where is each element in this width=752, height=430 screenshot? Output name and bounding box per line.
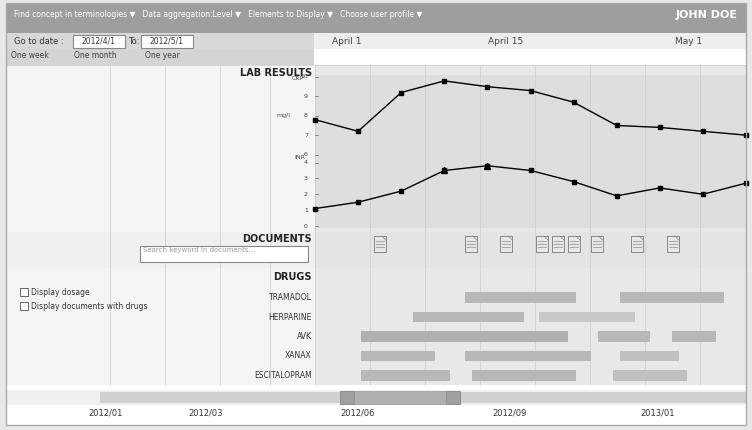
Bar [413, 312, 524, 322]
Text: April 15: April 15 [488, 37, 523, 46]
Bar [315, 75, 746, 228]
Bar [361, 350, 435, 361]
Text: Go to date :: Go to date : [14, 37, 64, 46]
Bar [500, 236, 512, 252]
Text: CRP: CRP [292, 76, 304, 81]
Text: 4: 4 [304, 160, 308, 165]
Text: One week: One week [11, 51, 49, 60]
Bar [590, 236, 602, 252]
Bar [465, 350, 590, 361]
Text: JOHN DOE: JOHN DOE [676, 10, 738, 20]
Bar [315, 270, 746, 385]
Bar [340, 391, 354, 404]
Bar [568, 236, 580, 252]
Bar [472, 370, 576, 381]
Bar [6, 390, 746, 405]
Bar [140, 246, 308, 262]
Text: Display documents with drugs: Display documents with drugs [31, 302, 147, 311]
Bar [340, 391, 460, 404]
Bar [314, 33, 746, 49]
Bar [315, 65, 746, 385]
Bar [672, 331, 717, 342]
Text: 2012/09: 2012/09 [492, 408, 526, 417]
Text: mg/l: mg/l [276, 113, 290, 118]
Text: Search keyword in documents...: Search keyword in documents... [143, 247, 255, 253]
Bar [20, 302, 28, 310]
Bar [6, 3, 746, 33]
Bar [613, 370, 687, 381]
Bar [141, 35, 193, 48]
Bar [465, 292, 576, 303]
Text: LAB RESULTS: LAB RESULTS [240, 68, 312, 78]
Bar [620, 350, 679, 361]
Bar [6, 33, 314, 65]
Text: To:: To: [128, 37, 140, 46]
Text: 2012/5/1: 2012/5/1 [150, 37, 184, 46]
Text: 10: 10 [300, 74, 308, 80]
Text: 2013/01: 2013/01 [640, 408, 675, 417]
Bar [536, 236, 548, 252]
Text: One month: One month [74, 51, 117, 60]
Text: 2012/01: 2012/01 [89, 408, 123, 417]
Text: 2012/06: 2012/06 [340, 408, 374, 417]
Bar [620, 292, 723, 303]
Bar [6, 270, 315, 385]
Text: INR: INR [294, 154, 305, 160]
Text: 6: 6 [304, 152, 308, 157]
Text: April 1: April 1 [332, 37, 362, 46]
Text: 2012/03: 2012/03 [189, 408, 223, 417]
Text: ESCITALOPRAM: ESCITALOPRAM [254, 371, 312, 380]
Text: DOCUMENTS: DOCUMENTS [242, 234, 312, 244]
Bar [20, 288, 28, 296]
Bar [667, 236, 679, 252]
Text: 2012/4/1: 2012/4/1 [82, 37, 116, 46]
Bar [6, 49, 314, 65]
Bar [6, 65, 315, 385]
Bar [315, 232, 746, 268]
Bar [73, 35, 125, 48]
Bar [465, 236, 477, 252]
Text: May 1: May 1 [675, 37, 702, 46]
Bar [6, 232, 315, 268]
Text: One year: One year [144, 51, 180, 60]
Text: DRUGS: DRUGS [274, 272, 312, 282]
Bar [631, 236, 643, 252]
Bar [374, 236, 386, 252]
Text: 2: 2 [304, 192, 308, 197]
Bar [361, 331, 569, 342]
Text: 0: 0 [304, 224, 308, 228]
Text: XANAX: XANAX [285, 351, 312, 360]
Text: 3: 3 [304, 176, 308, 181]
Text: 8: 8 [304, 113, 308, 118]
Text: Display dosage: Display dosage [31, 288, 89, 297]
Text: 1: 1 [304, 208, 308, 213]
Bar [100, 392, 746, 403]
Text: AVK: AVK [297, 332, 312, 341]
Bar [446, 391, 460, 404]
Text: 9: 9 [304, 94, 308, 99]
Bar [361, 370, 450, 381]
Bar [552, 236, 564, 252]
Text: Find concept in terminologies ▼   Data aggregation:Level ▼   Elements to Display: Find concept in terminologies ▼ Data agg… [14, 10, 423, 19]
Text: 7: 7 [304, 133, 308, 138]
Text: HERPARINE: HERPARINE [268, 313, 312, 322]
Bar [598, 331, 650, 342]
Bar [538, 312, 635, 322]
Text: TRAMADOL: TRAMADOL [269, 293, 312, 302]
